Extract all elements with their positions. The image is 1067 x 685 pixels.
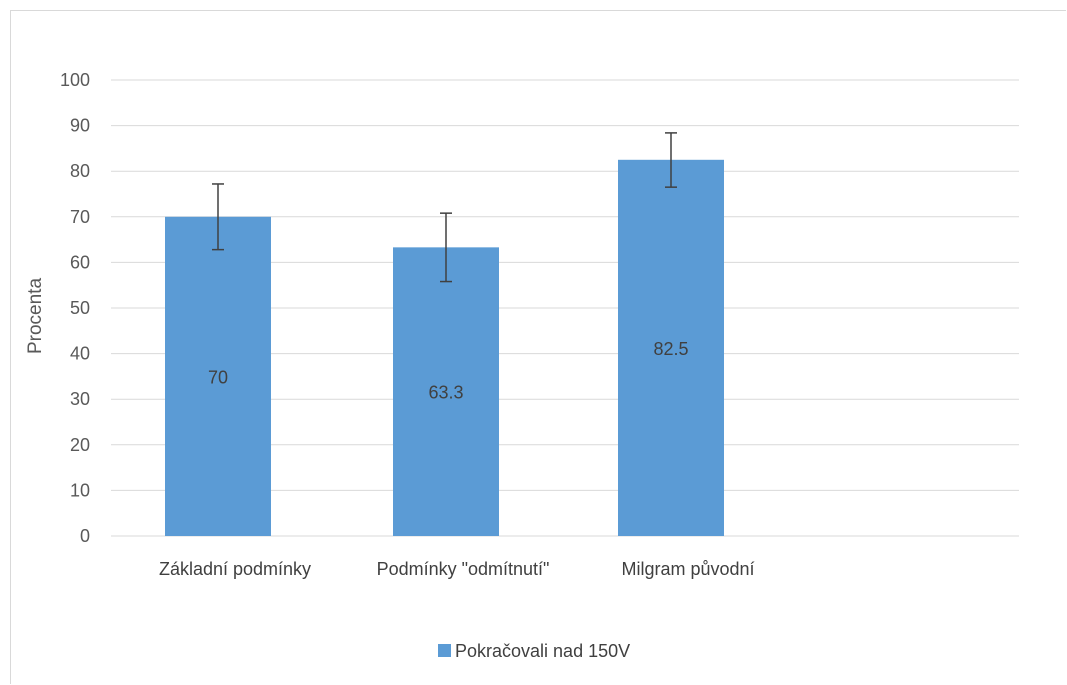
bar-1 (393, 247, 499, 537)
y-tick-label-50: 50 (70, 298, 90, 318)
y-tick-label-70: 70 (70, 207, 90, 227)
y-axis-ticks: 0 10 20 30 40 50 60 70 80 90 100 (60, 70, 90, 546)
legend: Pokračovali nad 150V (438, 641, 630, 661)
y-tick-label-90: 90 (70, 116, 90, 136)
y-tick-label-10: 10 (70, 480, 90, 500)
legend-label: Pokračovali nad 150V (455, 641, 630, 661)
x-category-label-2: Milgram původní (621, 559, 754, 579)
bars (165, 159, 724, 537)
y-tick-label-60: 60 (70, 252, 90, 272)
data-label-1: 63.3 (428, 383, 463, 403)
bar-0 (165, 216, 271, 537)
y-tick-label-20: 20 (70, 435, 90, 455)
data-labels: 70 63.3 82.5 (208, 339, 689, 403)
y-tick-label-0: 0 (80, 526, 90, 546)
x-category-label-1: Podmínky "odmítnutí" (377, 559, 550, 579)
error-bars (212, 132, 677, 283)
x-category-label-0: Základní podmínky (159, 559, 311, 579)
y-tick-label-40: 40 (70, 344, 90, 364)
y-tick-label-80: 80 (70, 161, 90, 181)
y-tick-label-30: 30 (70, 389, 90, 409)
y-axis-title: Procenta (25, 278, 46, 354)
legend-swatch (438, 644, 451, 657)
bar-2 (618, 159, 724, 537)
x-axis-categories: Základní podmínky Podmínky "odmítnutí" Mil… (159, 559, 755, 579)
data-label-2: 82.5 (653, 339, 688, 359)
bar-chart: 70 63.3 82.5 0 10 20 30 40 50 60 70 80 90 100 Základ… (25, 70, 1019, 661)
y-tick-label-100: 100 (60, 70, 90, 90)
data-label-0: 70 (208, 367, 228, 387)
chart-frame: 70 63.3 82.5 0 10 20 30 40 50 60 70 80 90 100 Základ… (10, 10, 1066, 684)
